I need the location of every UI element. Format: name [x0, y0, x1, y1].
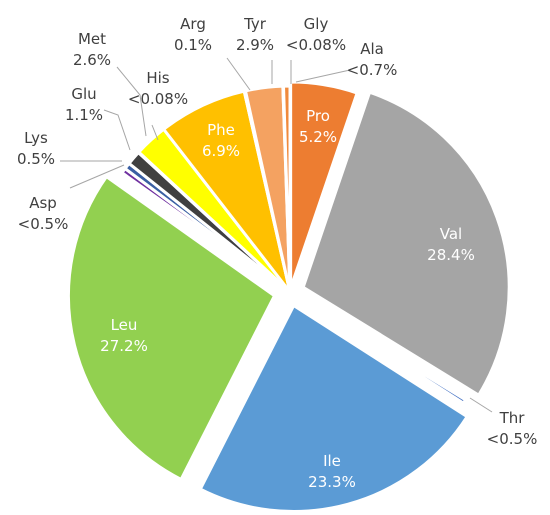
slice-label-name: Glu [71, 85, 96, 103]
slice-label-name: Thr [499, 409, 526, 427]
slice-label-pro: Pro 5.2% [299, 107, 337, 146]
slice-label-asp: Asp <0.5% [18, 194, 69, 233]
slice-label-name: Ile [323, 452, 341, 470]
slice-label-name: Gly [304, 15, 329, 33]
slice-label-value: 1.1% [65, 106, 103, 124]
slice-label-arg: Arg 0.1% [174, 15, 212, 54]
slice-label-value: 28.4% [427, 246, 475, 264]
leader-line-ala [295, 69, 351, 83]
slice-label-name: Phe [207, 121, 235, 139]
slice-label-name: Ala [360, 40, 384, 58]
leader-line-met [116, 66, 147, 137]
slice-label-value: 2.6% [73, 51, 111, 69]
pie-slices [66, 80, 511, 513]
slice-label-value: 2.9% [236, 36, 274, 54]
slice-label-value: <0.7% [347, 61, 398, 79]
slice-label-val: Val 28.4% [427, 225, 475, 264]
slice-label-ile: Ile 23.3% [308, 452, 356, 491]
leader-line-glu [103, 109, 131, 151]
slice-label-thr: Thr <0.5% [487, 409, 538, 448]
slice-label-value: 0.5% [17, 150, 55, 168]
slice-label-value: 23.3% [308, 473, 356, 491]
slice-label-glu: Glu 1.1% [65, 85, 103, 124]
slice-label-name: Val [440, 225, 462, 243]
slice-label-name: Leu [111, 316, 138, 334]
leader-lines [60, 57, 493, 413]
slice-label-ala: Ala <0.7% [347, 40, 398, 79]
slice-label-name: Pro [306, 107, 330, 125]
slice-label-name: Met [78, 30, 106, 48]
slice-label-tyr: Tyr 2.9% [236, 15, 274, 54]
slice-label-value: <0.5% [18, 215, 69, 233]
slice-label-value: <0.5% [487, 430, 538, 448]
slice-label-value: 6.9% [202, 142, 240, 160]
slice-label-value: 27.2% [100, 337, 148, 355]
slice-label-name: Asp [29, 194, 57, 212]
slice-label-value: <0.08% [286, 36, 346, 54]
leader-line-thr [469, 397, 493, 413]
slice-label-name: His [146, 69, 169, 87]
pie-slice-thr [288, 290, 468, 405]
leader-line-arg [226, 57, 251, 91]
slice-label-value: 0.1% [174, 36, 212, 54]
slice-label-value: 5.2% [299, 128, 337, 146]
slice-labels: Pro 5.2% Val 28.4% Thr <0.5% Ile 23.3% Leu 27.2% A… [17, 15, 537, 491]
slice-label-his: His <0.08% [128, 69, 188, 108]
pie-slice-ile [198, 304, 469, 513]
pie-slice-val [301, 90, 511, 397]
leader-line-asp [69, 164, 125, 189]
slice-label-phe: Phe 6.9% [202, 121, 240, 160]
slice-label-leu: Leu 27.2% [100, 316, 148, 355]
slice-label-name: Lys [24, 129, 48, 147]
slice-label-value: <0.08% [128, 90, 188, 108]
slice-label-met: Met 2.6% [73, 30, 111, 69]
pie-slice-leu [66, 175, 276, 481]
slice-label-gly: Gly <0.08% [286, 15, 346, 54]
slice-label-name: Tyr [243, 15, 267, 33]
pie-slice-ala [281, 84, 292, 294]
leader-line-his [151, 124, 159, 141]
slice-label-lys: Lys 0.5% [17, 129, 55, 168]
slice-label-name: Arg [180, 15, 206, 33]
